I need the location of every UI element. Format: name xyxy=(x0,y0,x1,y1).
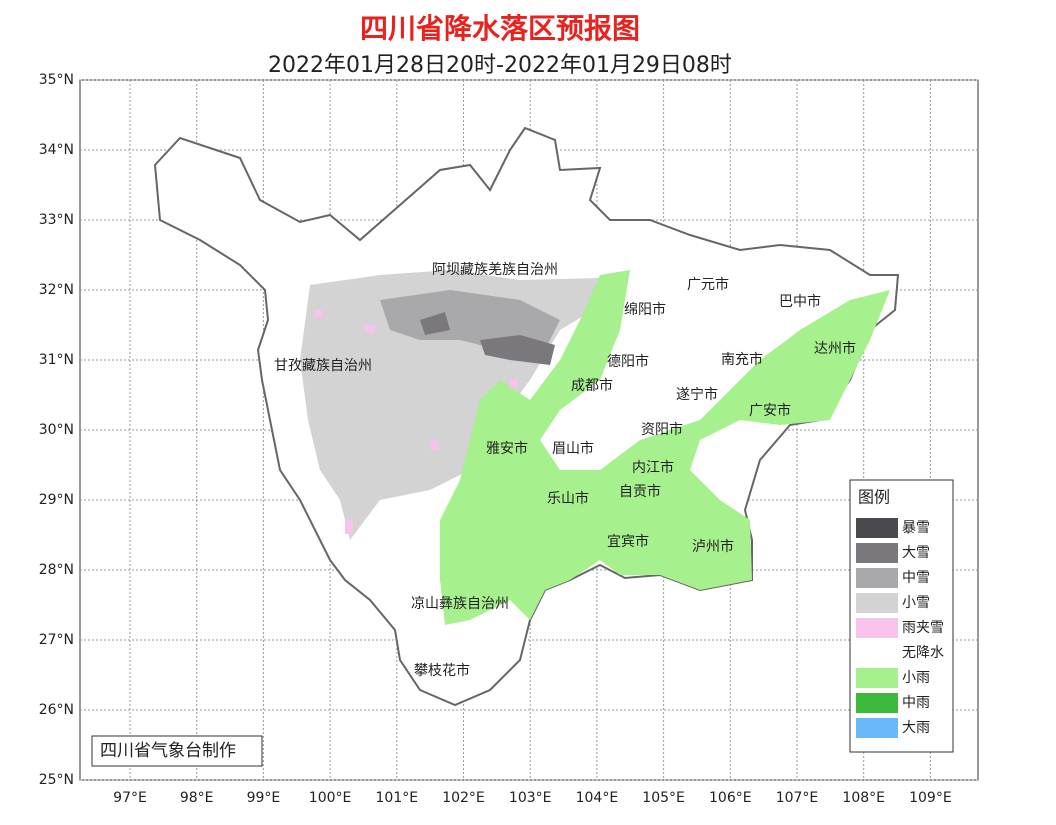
lat-label: 32°N xyxy=(39,282,74,298)
lon-label: 103°E xyxy=(509,790,552,806)
region-label: 凉山彝族自治州 xyxy=(411,596,509,612)
lat-label: 33°N xyxy=(39,212,74,228)
lat-label: 35°N xyxy=(39,72,74,88)
legend-label: 小雨 xyxy=(902,670,930,686)
region-label: 泸州市 xyxy=(692,538,734,555)
heavy-snow-area xyxy=(420,312,555,365)
title: 四川省降水落区预报图 xyxy=(360,12,640,45)
region-label: 乐山市 xyxy=(547,490,589,507)
legend-swatch xyxy=(856,593,898,613)
lon-label: 98°E xyxy=(180,790,214,806)
lat-label: 27°N xyxy=(39,632,74,648)
region-label: 宜宾市 xyxy=(607,533,649,550)
legend-swatch xyxy=(856,618,898,638)
legend-label: 小雪 xyxy=(902,595,930,611)
legend-swatch xyxy=(856,718,898,738)
region-label: 绵阳市 xyxy=(624,301,666,318)
legend-label: 无降水 xyxy=(902,645,944,661)
legend-swatch xyxy=(856,693,898,713)
legend-swatch xyxy=(856,643,898,663)
lon-label: 104°E xyxy=(576,790,619,806)
lon-label: 109°E xyxy=(909,790,952,806)
region-label: 阿坝藏族羌族自治州 xyxy=(432,262,558,278)
legend-swatch xyxy=(856,518,898,538)
region-label: 攀枝花市 xyxy=(414,662,470,679)
lon-label: 106°E xyxy=(709,790,752,806)
region-label: 南充市 xyxy=(721,351,763,368)
region-label: 眉山市 xyxy=(552,440,594,457)
region-label: 内江市 xyxy=(632,459,674,476)
legend-label: 中雨 xyxy=(902,695,930,711)
lat-label: 30°N xyxy=(39,422,74,438)
lon-label: 107°E xyxy=(776,790,819,806)
region-label: 甘孜藏族自治州 xyxy=(274,358,372,374)
region-label: 成都市 xyxy=(571,377,613,394)
legend-label: 暴雪 xyxy=(902,520,930,536)
lon-label: 99°E xyxy=(247,790,281,806)
lat-label: 26°N xyxy=(39,702,74,718)
region-label: 遂宁市 xyxy=(676,386,718,403)
legend-swatch xyxy=(856,543,898,563)
region-label: 广安市 xyxy=(749,402,791,419)
legend-label: 大雪 xyxy=(902,545,930,561)
lon-label: 101°E xyxy=(376,790,419,806)
lat-label: 28°N xyxy=(39,562,74,578)
legend-swatch xyxy=(856,568,898,588)
lon-label: 100°E xyxy=(309,790,352,806)
legend-title: 图例 xyxy=(858,488,890,507)
lat-label: 25°N xyxy=(39,772,74,788)
lon-label: 102°E xyxy=(442,790,485,806)
region-label: 巴中市 xyxy=(779,293,821,310)
lat-label: 31°N xyxy=(39,352,74,368)
legend-swatch xyxy=(856,668,898,688)
legend-label: 大雨 xyxy=(902,720,930,736)
lon-label: 97°E xyxy=(113,790,147,806)
region-label: 达州市 xyxy=(814,340,856,357)
region-label: 自贡市 xyxy=(619,483,661,500)
light-rain-area xyxy=(440,270,890,625)
lat-label: 34°N xyxy=(39,142,74,158)
region-label: 广元市 xyxy=(687,276,729,293)
lat-label: 29°N xyxy=(39,492,74,508)
lon-label: 108°E xyxy=(842,790,885,806)
lon-label: 105°E xyxy=(642,790,685,806)
region-label: 资阳市 xyxy=(641,421,683,438)
subtitle: 2022年01月28日20时-2022年01月29日08时 xyxy=(268,53,732,78)
footer: 四川省气象台制作 xyxy=(100,741,236,761)
legend-label: 雨夹雪 xyxy=(902,620,944,636)
region-label: 德阳市 xyxy=(607,353,649,370)
footer-box xyxy=(91,735,263,767)
region-label: 雅安市 xyxy=(486,440,528,457)
legend-label: 中雪 xyxy=(902,570,930,586)
